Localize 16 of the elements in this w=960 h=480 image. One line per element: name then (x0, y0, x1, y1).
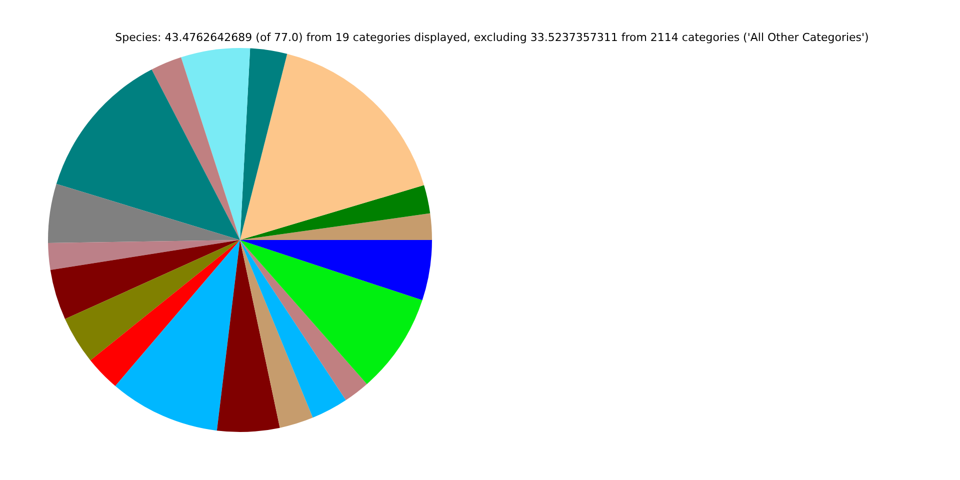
pie-slice (181, 48, 250, 240)
pie-slice (152, 57, 240, 240)
pie-slice (48, 184, 240, 244)
pie-slice (240, 240, 422, 384)
pie-slice (240, 240, 367, 400)
pie-slice (240, 185, 430, 240)
pie-slice (240, 54, 424, 240)
pie-slice (65, 240, 240, 360)
pie-slice (240, 240, 432, 300)
pie-slice (240, 240, 313, 428)
pie-slice (50, 240, 240, 320)
pie-slice (48, 240, 240, 270)
pie-slice (216, 240, 280, 432)
text: Species: 43.4762642689 (of 77.0) from 19 categories displayed, excluding 33.5237357311 from 2114 categories ('All Other Categories') (115, 31, 869, 44)
pie-slice (90, 240, 240, 386)
pie-slice (240, 213, 432, 240)
